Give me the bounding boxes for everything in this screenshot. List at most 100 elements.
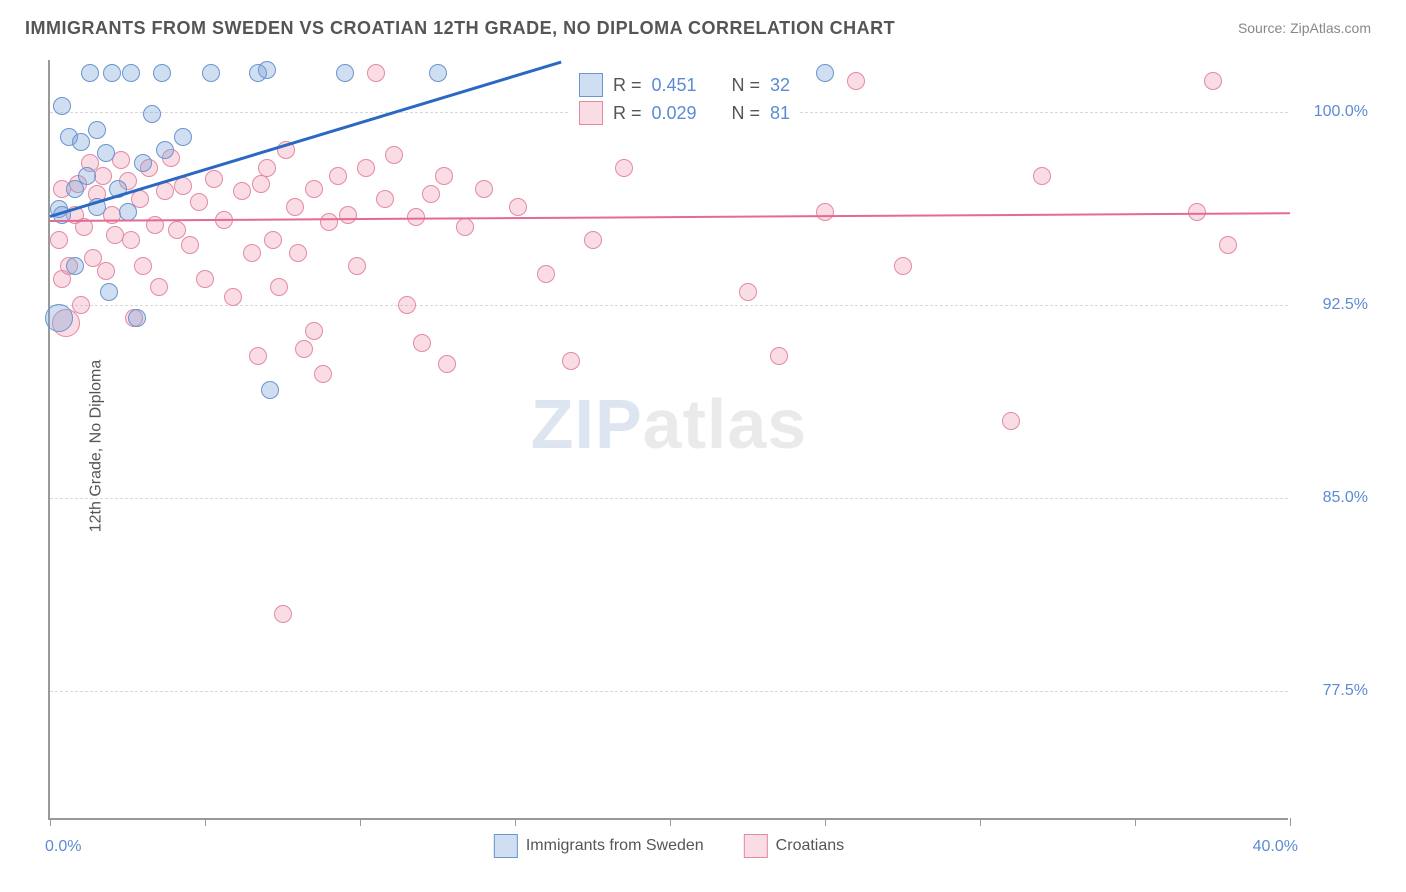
croatians-point [894,257,912,275]
sweden-point [202,64,220,82]
sweden-point [81,64,99,82]
croatians-point [456,218,474,236]
croatians-point [816,203,834,221]
r-value: 0.451 [651,75,696,96]
n-value: 81 [770,103,790,124]
croatians-point [94,167,112,185]
chart-title: IMMIGRANTS FROM SWEDEN VS CROATIAN 12TH … [25,18,895,39]
source-link[interactable]: ZipAtlas.com [1290,20,1371,36]
croatians-point [398,296,416,314]
y-tick-label: 100.0% [1298,103,1368,121]
legend-label: Croatians [776,837,844,855]
sweden-point [174,128,192,146]
y-tick-label: 92.5% [1298,296,1368,314]
legend-row: R = 0.451 N = 32 [579,71,790,99]
sweden-point [53,97,71,115]
croatians-point [286,198,304,216]
x-tick [1135,818,1136,826]
gridline [50,691,1288,692]
croatians-point [385,146,403,164]
croatians-point [329,167,347,185]
watermark-rest: atlas [643,385,808,463]
croatians-point [252,175,270,193]
croatians-point [270,278,288,296]
sweden-point [45,304,73,332]
scatter-plot-area: ZIPatlas 100.0%92.5%85.0%77.5%0.0%40.0%R… [48,60,1288,820]
croatians-point [190,193,208,211]
source-attribution: Source: ZipAtlas.com [1238,20,1371,36]
sweden-point [153,64,171,82]
croatians-point [274,605,292,623]
sweden-point [128,309,146,327]
sweden-point [143,105,161,123]
croatians-point [475,180,493,198]
croatians-point [205,170,223,188]
r-value: 0.029 [651,103,696,124]
gridline [50,498,1288,499]
croatians-trendline [50,212,1290,222]
croatians-point [258,159,276,177]
croatians-point [367,64,385,82]
croatians-point [320,213,338,231]
croatians-point [1033,167,1051,185]
correlation-legend: R = 0.451 N = 32R = 0.029 N = 81 [570,66,799,132]
croatians-point [233,182,251,200]
croatians-point [243,244,261,262]
croatians-point [376,190,394,208]
croatians-point [72,296,90,314]
croatians-point [339,206,357,224]
croatians-point [357,159,375,177]
n-label: N = [732,103,761,124]
x-tick [980,818,981,826]
legend-swatch [494,834,518,858]
legend-item: Croatians [744,834,844,858]
legend-swatch [579,73,603,97]
croatians-point [422,185,440,203]
croatians-point [196,270,214,288]
x-tick [50,818,51,826]
croatians-point [615,159,633,177]
x-tick [670,818,671,826]
legend-swatch [744,834,768,858]
series-legend: Immigrants from SwedenCroatians [494,834,844,858]
croatians-point [249,347,267,365]
croatians-point [584,231,602,249]
croatians-point [739,283,757,301]
croatians-point [770,347,788,365]
sweden-point [156,141,174,159]
croatians-point [1219,236,1237,254]
croatians-point [134,257,152,275]
source-prefix: Source: [1238,20,1290,36]
sweden-point [97,144,115,162]
croatians-point [348,257,366,275]
sweden-point [66,257,84,275]
sweden-point [78,167,96,185]
croatians-point [305,180,323,198]
y-tick-label: 85.0% [1298,489,1368,507]
croatians-point [150,278,168,296]
x-tick-label: 0.0% [45,838,81,856]
x-tick [825,818,826,826]
croatians-point [314,365,332,383]
croatians-point [305,322,323,340]
croatians-point [168,221,186,239]
croatians-point [847,72,865,90]
croatians-point [224,288,242,306]
croatians-point [174,177,192,195]
x-tick [360,818,361,826]
x-tick [515,818,516,826]
watermark-bold: ZIP [531,385,643,463]
croatians-point [1204,72,1222,90]
sweden-point [119,203,137,221]
sweden-point [258,61,276,79]
croatians-point [509,198,527,216]
croatians-point [438,355,456,373]
sweden-point [122,64,140,82]
sweden-point [336,64,354,82]
croatians-point [181,236,199,254]
r-label: R = [613,75,642,96]
croatians-point [1002,412,1020,430]
sweden-point [816,64,834,82]
croatians-point [562,352,580,370]
croatians-point [122,231,140,249]
